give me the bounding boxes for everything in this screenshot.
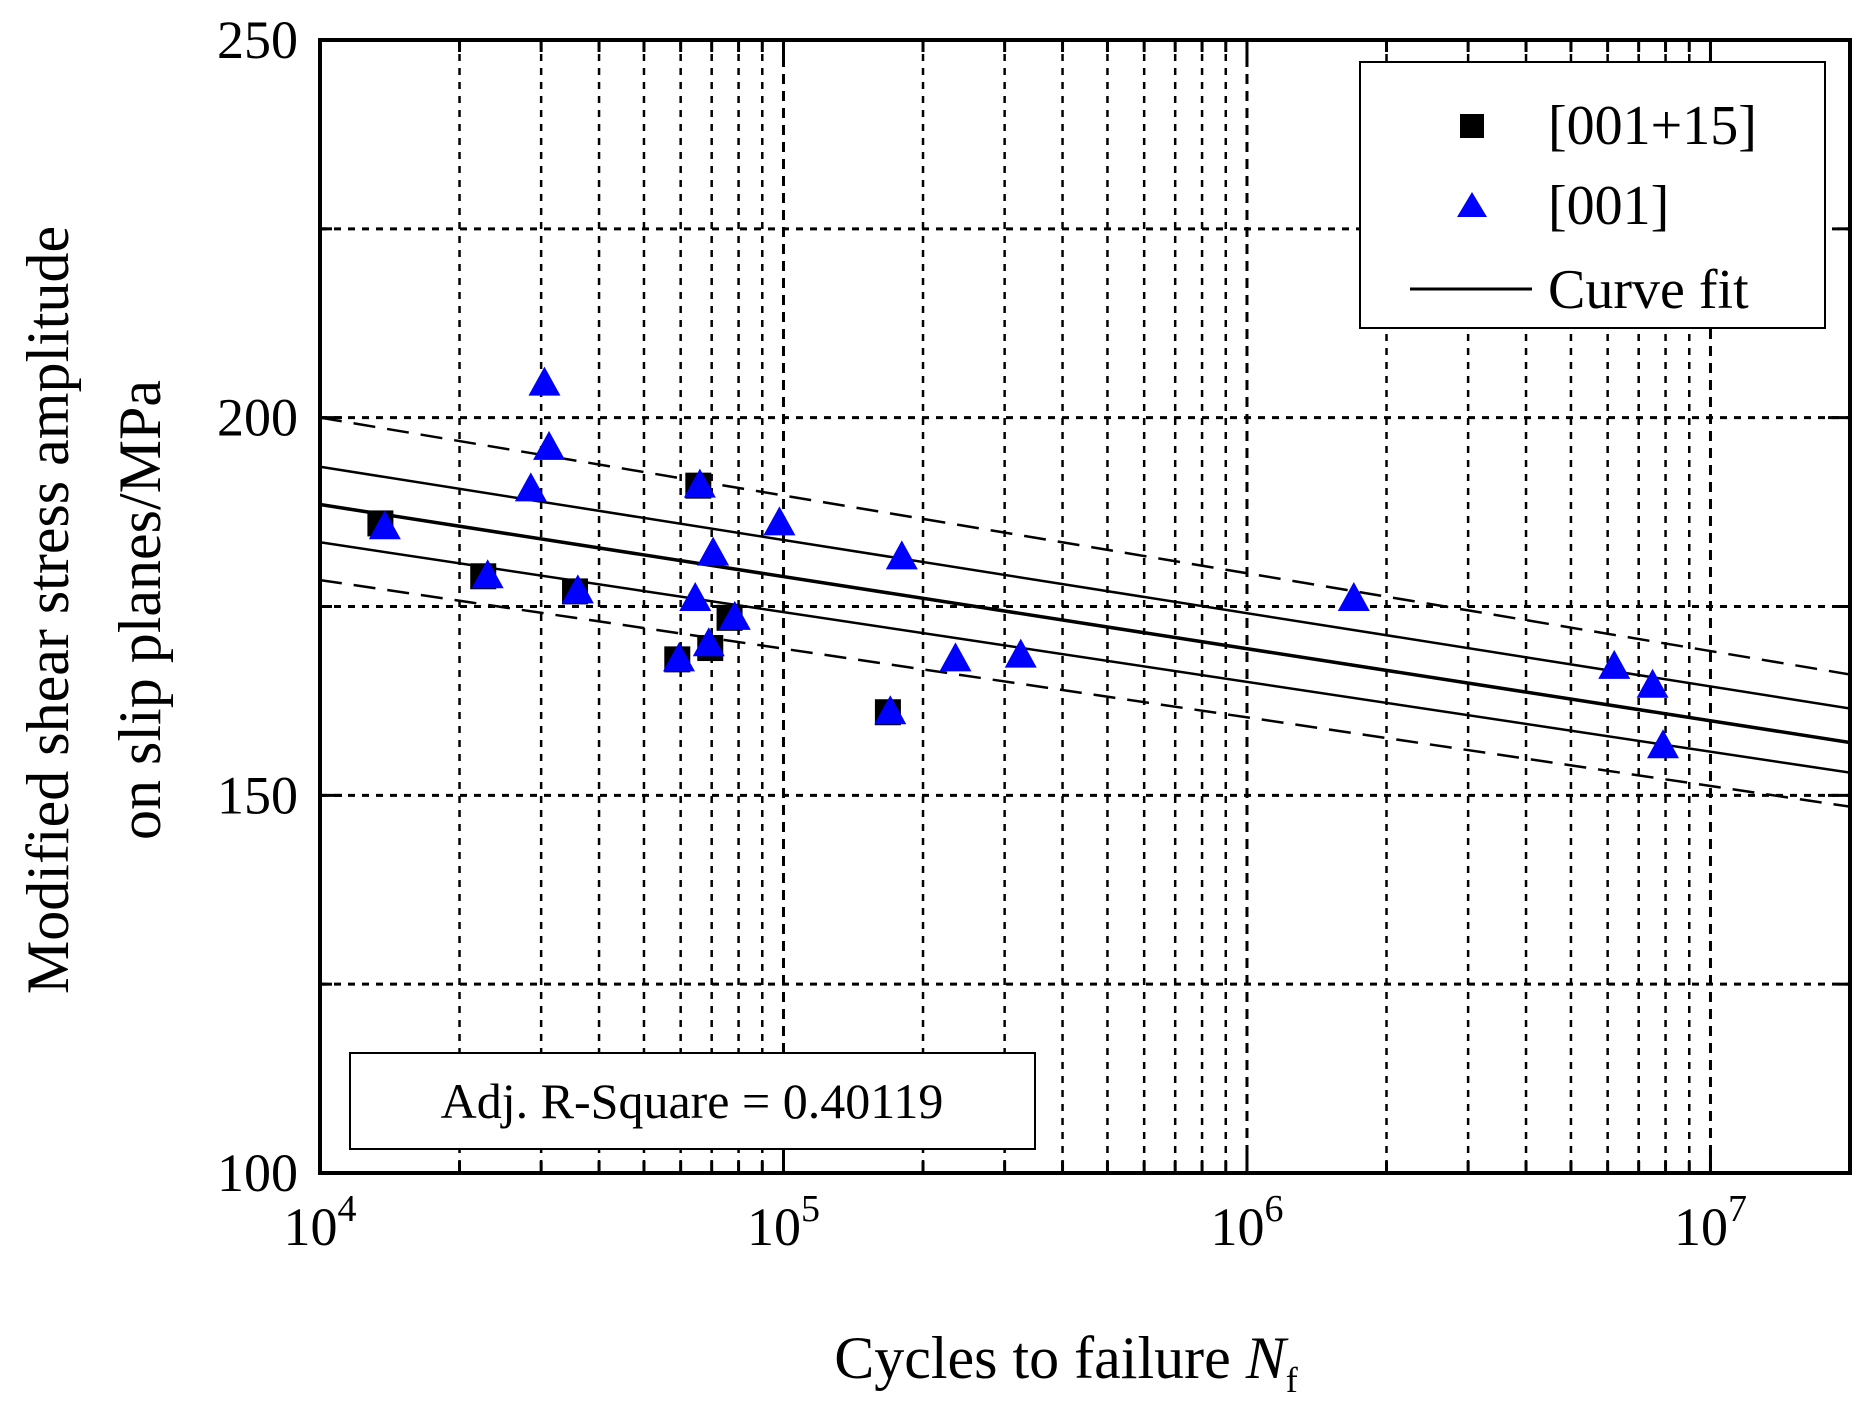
point-001 — [561, 574, 594, 604]
point-001 — [533, 430, 566, 460]
x-tick-label-exponent: 7 — [1728, 1188, 1747, 1230]
point-001 — [471, 559, 504, 589]
band-line — [320, 465, 1850, 710]
legend-label-001: [001] — [1548, 175, 1669, 237]
x-tick-label: 107 — [1674, 1188, 1747, 1257]
point-001 — [514, 472, 547, 502]
x-tick-label-exponent: 6 — [1264, 1188, 1283, 1230]
band-line — [320, 541, 1850, 774]
point-001 — [874, 695, 907, 725]
point-001 — [763, 506, 796, 536]
x-tick-label-base: 10 — [747, 1197, 801, 1257]
y-axis-title: Modified shear stress amplitude on slip … — [15, 226, 173, 994]
annotation-text: Adj. R-Square = 0.40119 — [441, 1073, 944, 1129]
point-001 — [939, 642, 972, 672]
point-001 — [368, 510, 401, 540]
x-tick-label: 105 — [747, 1188, 820, 1257]
point-001 — [528, 366, 561, 396]
point-001 — [718, 600, 751, 630]
x-tick-label-base: 10 — [1674, 1197, 1728, 1257]
y-tick-label: 250 — [217, 10, 298, 70]
y-tick-label: 150 — [217, 765, 298, 825]
legend-label-curve-fit: Curve fit — [1548, 259, 1749, 321]
point-001 — [1636, 668, 1669, 698]
point-001 — [692, 627, 725, 657]
y-tick-label: 100 — [217, 1143, 298, 1203]
x-axis-title-subscript: f — [1286, 1360, 1298, 1400]
y-tick-label: 200 — [217, 388, 298, 448]
x-tick-label: 104 — [284, 1188, 357, 1257]
x-tick-label: 106 — [1210, 1188, 1283, 1257]
legend-marker-square — [1460, 114, 1484, 138]
legend: [001+15] [001] Curve fit — [1359, 61, 1826, 329]
r-square-annotation: Adj. R-Square = 0.40119 — [349, 1052, 1036, 1150]
x-tick-label-base: 10 — [1210, 1197, 1264, 1257]
point-001 — [683, 468, 716, 498]
legend-marker-triangle — [1457, 192, 1487, 217]
data-points — [367, 366, 1680, 759]
x-axis-title-text: Cycles to failure — [834, 1325, 1231, 1391]
point-001 — [1598, 649, 1631, 679]
legend-box — [1359, 61, 1826, 329]
x-tick-label-base: 10 — [284, 1197, 338, 1257]
curve-fit-line — [320, 502, 1850, 745]
annotation-box — [349, 1052, 1036, 1150]
fit-lines — [320, 416, 1850, 808]
point-001 — [1337, 581, 1370, 611]
band-line — [320, 416, 1850, 676]
x-tick-label-exponent: 4 — [338, 1188, 357, 1230]
axis-ticks — [320, 40, 1850, 1173]
x-axis-title: Cycles to failure Nf — [834, 1325, 1298, 1400]
point-001 — [1647, 729, 1680, 759]
point-001 — [1004, 638, 1037, 668]
legend-label-001-15: [001+15] — [1548, 95, 1757, 157]
y-axis-title-line1: Modified shear stress amplitude — [15, 226, 81, 994]
point-001 — [697, 536, 730, 566]
band-line — [320, 578, 1850, 808]
x-axis-title-symbol: N — [1245, 1325, 1289, 1391]
point-001 — [885, 540, 918, 570]
point-001 — [662, 642, 695, 672]
point-001 — [679, 581, 712, 611]
y-axis-title-line2: on slip planes/MPa — [107, 380, 173, 840]
x-tick-label-exponent: 5 — [801, 1188, 820, 1230]
